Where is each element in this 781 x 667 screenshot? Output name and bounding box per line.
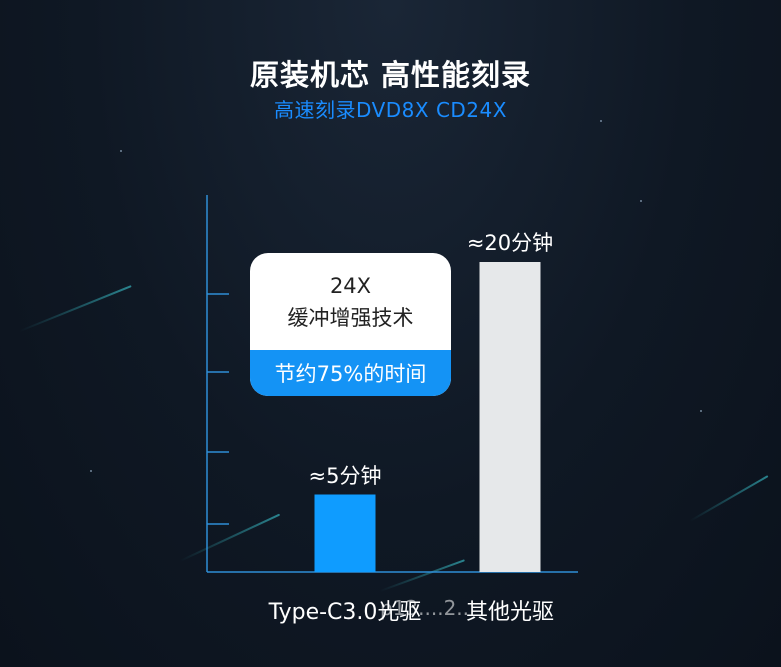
callout-footer: 节约75%的时间 bbox=[250, 350, 451, 396]
bar-other bbox=[479, 262, 541, 572]
callout-card: 24X 缓冲增强技术 节约75%的时间 bbox=[250, 253, 451, 396]
page-title: 原装机芯 高性能刻录 bbox=[249, 58, 532, 92]
callout-body: 24X 缓冲增强技术 bbox=[250, 253, 451, 350]
watermark: p13....2.. bbox=[380, 596, 470, 620]
bar-value-label-type-c: ≈5分钟 bbox=[308, 463, 382, 488]
category-label-type-c: Type-C3.0光驱 bbox=[268, 600, 422, 625]
star bbox=[120, 150, 122, 152]
callout-speed: 24X bbox=[329, 273, 372, 298]
bar-value-label-other: ≈20分钟 bbox=[466, 231, 554, 255]
bar-type-c bbox=[314, 494, 376, 572]
star bbox=[640, 200, 642, 202]
star bbox=[700, 410, 702, 412]
page-subtitle: 高速刻录DVD8X CD24X bbox=[274, 98, 507, 122]
star bbox=[90, 470, 92, 472]
category-label-other: 其他光驱 bbox=[465, 600, 554, 625]
star bbox=[600, 120, 602, 122]
callout-feature: 缓冲增强技术 bbox=[287, 305, 414, 330]
